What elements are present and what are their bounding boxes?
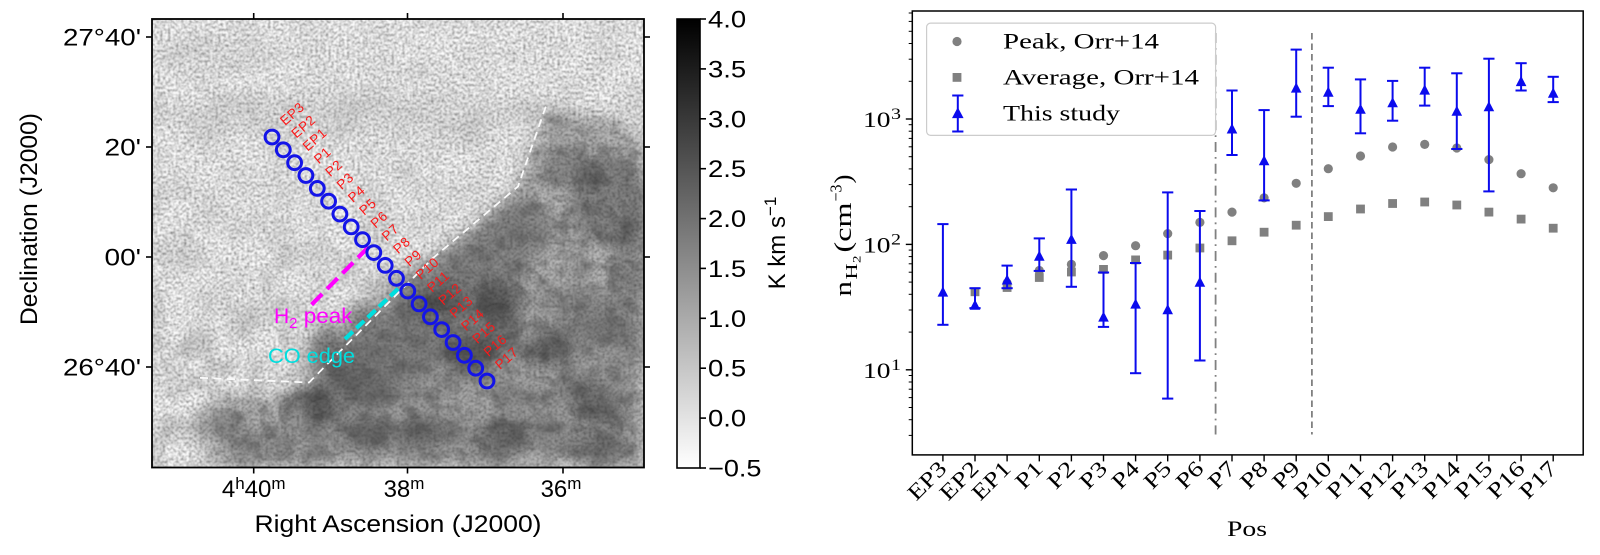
svg-text:(cm: (cm xyxy=(831,202,857,252)
svg-text:3.0: 3.0 xyxy=(708,106,746,133)
svg-text:Average, Orr+14: Average, Orr+14 xyxy=(1003,65,1199,90)
svg-text:38m: 38m xyxy=(384,474,425,503)
svg-text:2: 2 xyxy=(850,256,864,264)
svg-text:3.5: 3.5 xyxy=(708,56,746,83)
svg-text:−3: −3 xyxy=(827,185,846,202)
svg-text:EP1: EP1 xyxy=(966,456,1015,505)
svg-text:−0.5: −0.5 xyxy=(708,456,762,483)
svg-text:3: 3 xyxy=(891,106,901,123)
svg-text:Pos: Pos xyxy=(1227,516,1267,541)
svg-text:4h40m: 4h40m xyxy=(222,474,286,503)
svg-text:1: 1 xyxy=(891,357,901,374)
svg-text:20': 20' xyxy=(105,135,142,162)
svg-text:36m: 36m xyxy=(541,474,582,503)
svg-text:Peak, Orr+14: Peak, Orr+14 xyxy=(1003,29,1159,54)
svg-text:26°40': 26°40' xyxy=(63,355,141,382)
svg-text:2: 2 xyxy=(891,231,901,248)
svg-text:10: 10 xyxy=(863,232,891,257)
svg-text:Declination (J2000): Declination (J2000) xyxy=(16,113,43,325)
svg-text:This study: This study xyxy=(1003,101,1120,126)
svg-text:10: 10 xyxy=(863,107,891,132)
svg-text:Right Ascension (J2000): Right Ascension (J2000) xyxy=(255,511,542,538)
svg-text:H2 peak: H2 peak xyxy=(274,305,353,332)
svg-text:P17: P17 xyxy=(1514,456,1562,504)
svg-text:2.5: 2.5 xyxy=(708,156,746,183)
svg-text:4.0: 4.0 xyxy=(708,7,746,34)
svg-text:K km s−1: K km s−1 xyxy=(761,197,791,290)
svg-text:10: 10 xyxy=(863,358,891,383)
svg-text:0.0: 0.0 xyxy=(708,406,746,433)
svg-text:1.0: 1.0 xyxy=(708,306,746,333)
svg-text:H: H xyxy=(842,264,861,280)
svg-text:CO edge: CO edge xyxy=(268,345,355,368)
svg-text:2.0: 2.0 xyxy=(708,206,746,233)
svg-text:): ) xyxy=(831,175,857,184)
svg-text:27°40': 27°40' xyxy=(63,25,141,52)
svg-text:n: n xyxy=(831,281,857,297)
svg-text:0.5: 0.5 xyxy=(708,356,746,383)
svg-text:1.5: 1.5 xyxy=(708,256,746,283)
svg-text:00': 00' xyxy=(105,245,142,272)
